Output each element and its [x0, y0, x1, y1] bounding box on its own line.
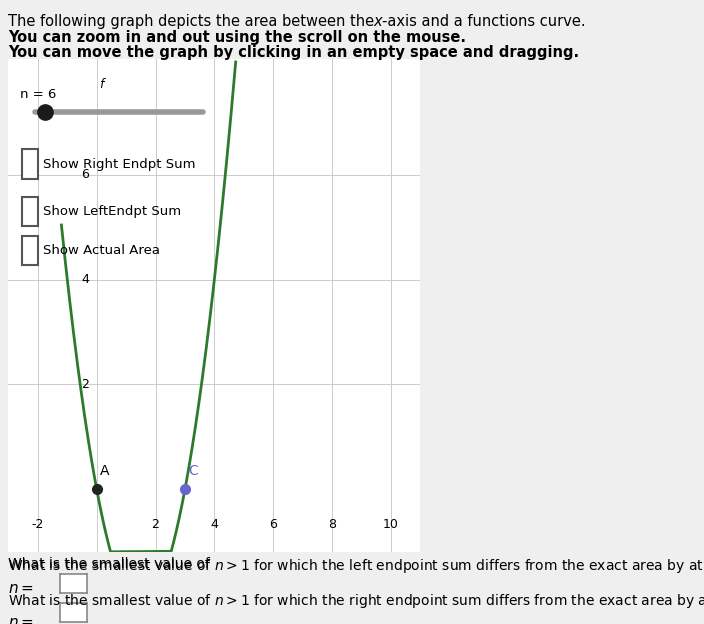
Text: 2: 2: [151, 518, 160, 531]
Text: 4: 4: [82, 273, 89, 286]
Text: n = 6: n = 6: [20, 88, 56, 101]
Text: $n =$: $n =$: [8, 615, 34, 624]
Text: x: x: [373, 14, 382, 29]
Text: 2: 2: [82, 378, 89, 391]
Text: -2: -2: [32, 518, 44, 531]
Text: Show Right Endpt Sum: Show Right Endpt Sum: [43, 158, 196, 171]
Text: -axis and a functions curve.: -axis and a functions curve.: [382, 14, 585, 29]
Text: 6: 6: [82, 168, 89, 181]
Text: 8: 8: [328, 518, 336, 531]
FancyBboxPatch shape: [22, 236, 38, 265]
Text: You can move the graph by clicking in an empty space and dragging.: You can move the graph by clicking in an…: [8, 45, 579, 60]
Text: 6: 6: [269, 518, 277, 531]
Text: Show Actual Area: Show Actual Area: [43, 244, 161, 257]
Text: What is the smallest value of: What is the smallest value of: [8, 557, 215, 571]
Text: C: C: [189, 464, 199, 478]
Text: Show LeftEndpt Sum: Show LeftEndpt Sum: [43, 205, 182, 218]
Text: 4: 4: [210, 518, 218, 531]
Text: The following graph depicts the area between the: The following graph depicts the area bet…: [8, 14, 379, 29]
Text: 10: 10: [383, 518, 398, 531]
Text: A: A: [100, 464, 110, 478]
Text: f: f: [99, 77, 103, 90]
Text: $n =$: $n =$: [8, 581, 34, 596]
Text: What is the smallest value of $n > 1$ for which the right endpoint sum differs f: What is the smallest value of $n > 1$ fo…: [8, 592, 704, 610]
FancyBboxPatch shape: [22, 197, 38, 226]
Text: You can zoom in and out using the scroll on the mouse.: You can zoom in and out using the scroll…: [8, 30, 467, 45]
FancyBboxPatch shape: [22, 150, 38, 179]
Text: What is the smallest value of $n > 1$ for which the left endpoint sum differs fr: What is the smallest value of $n > 1$ fo…: [8, 557, 704, 575]
